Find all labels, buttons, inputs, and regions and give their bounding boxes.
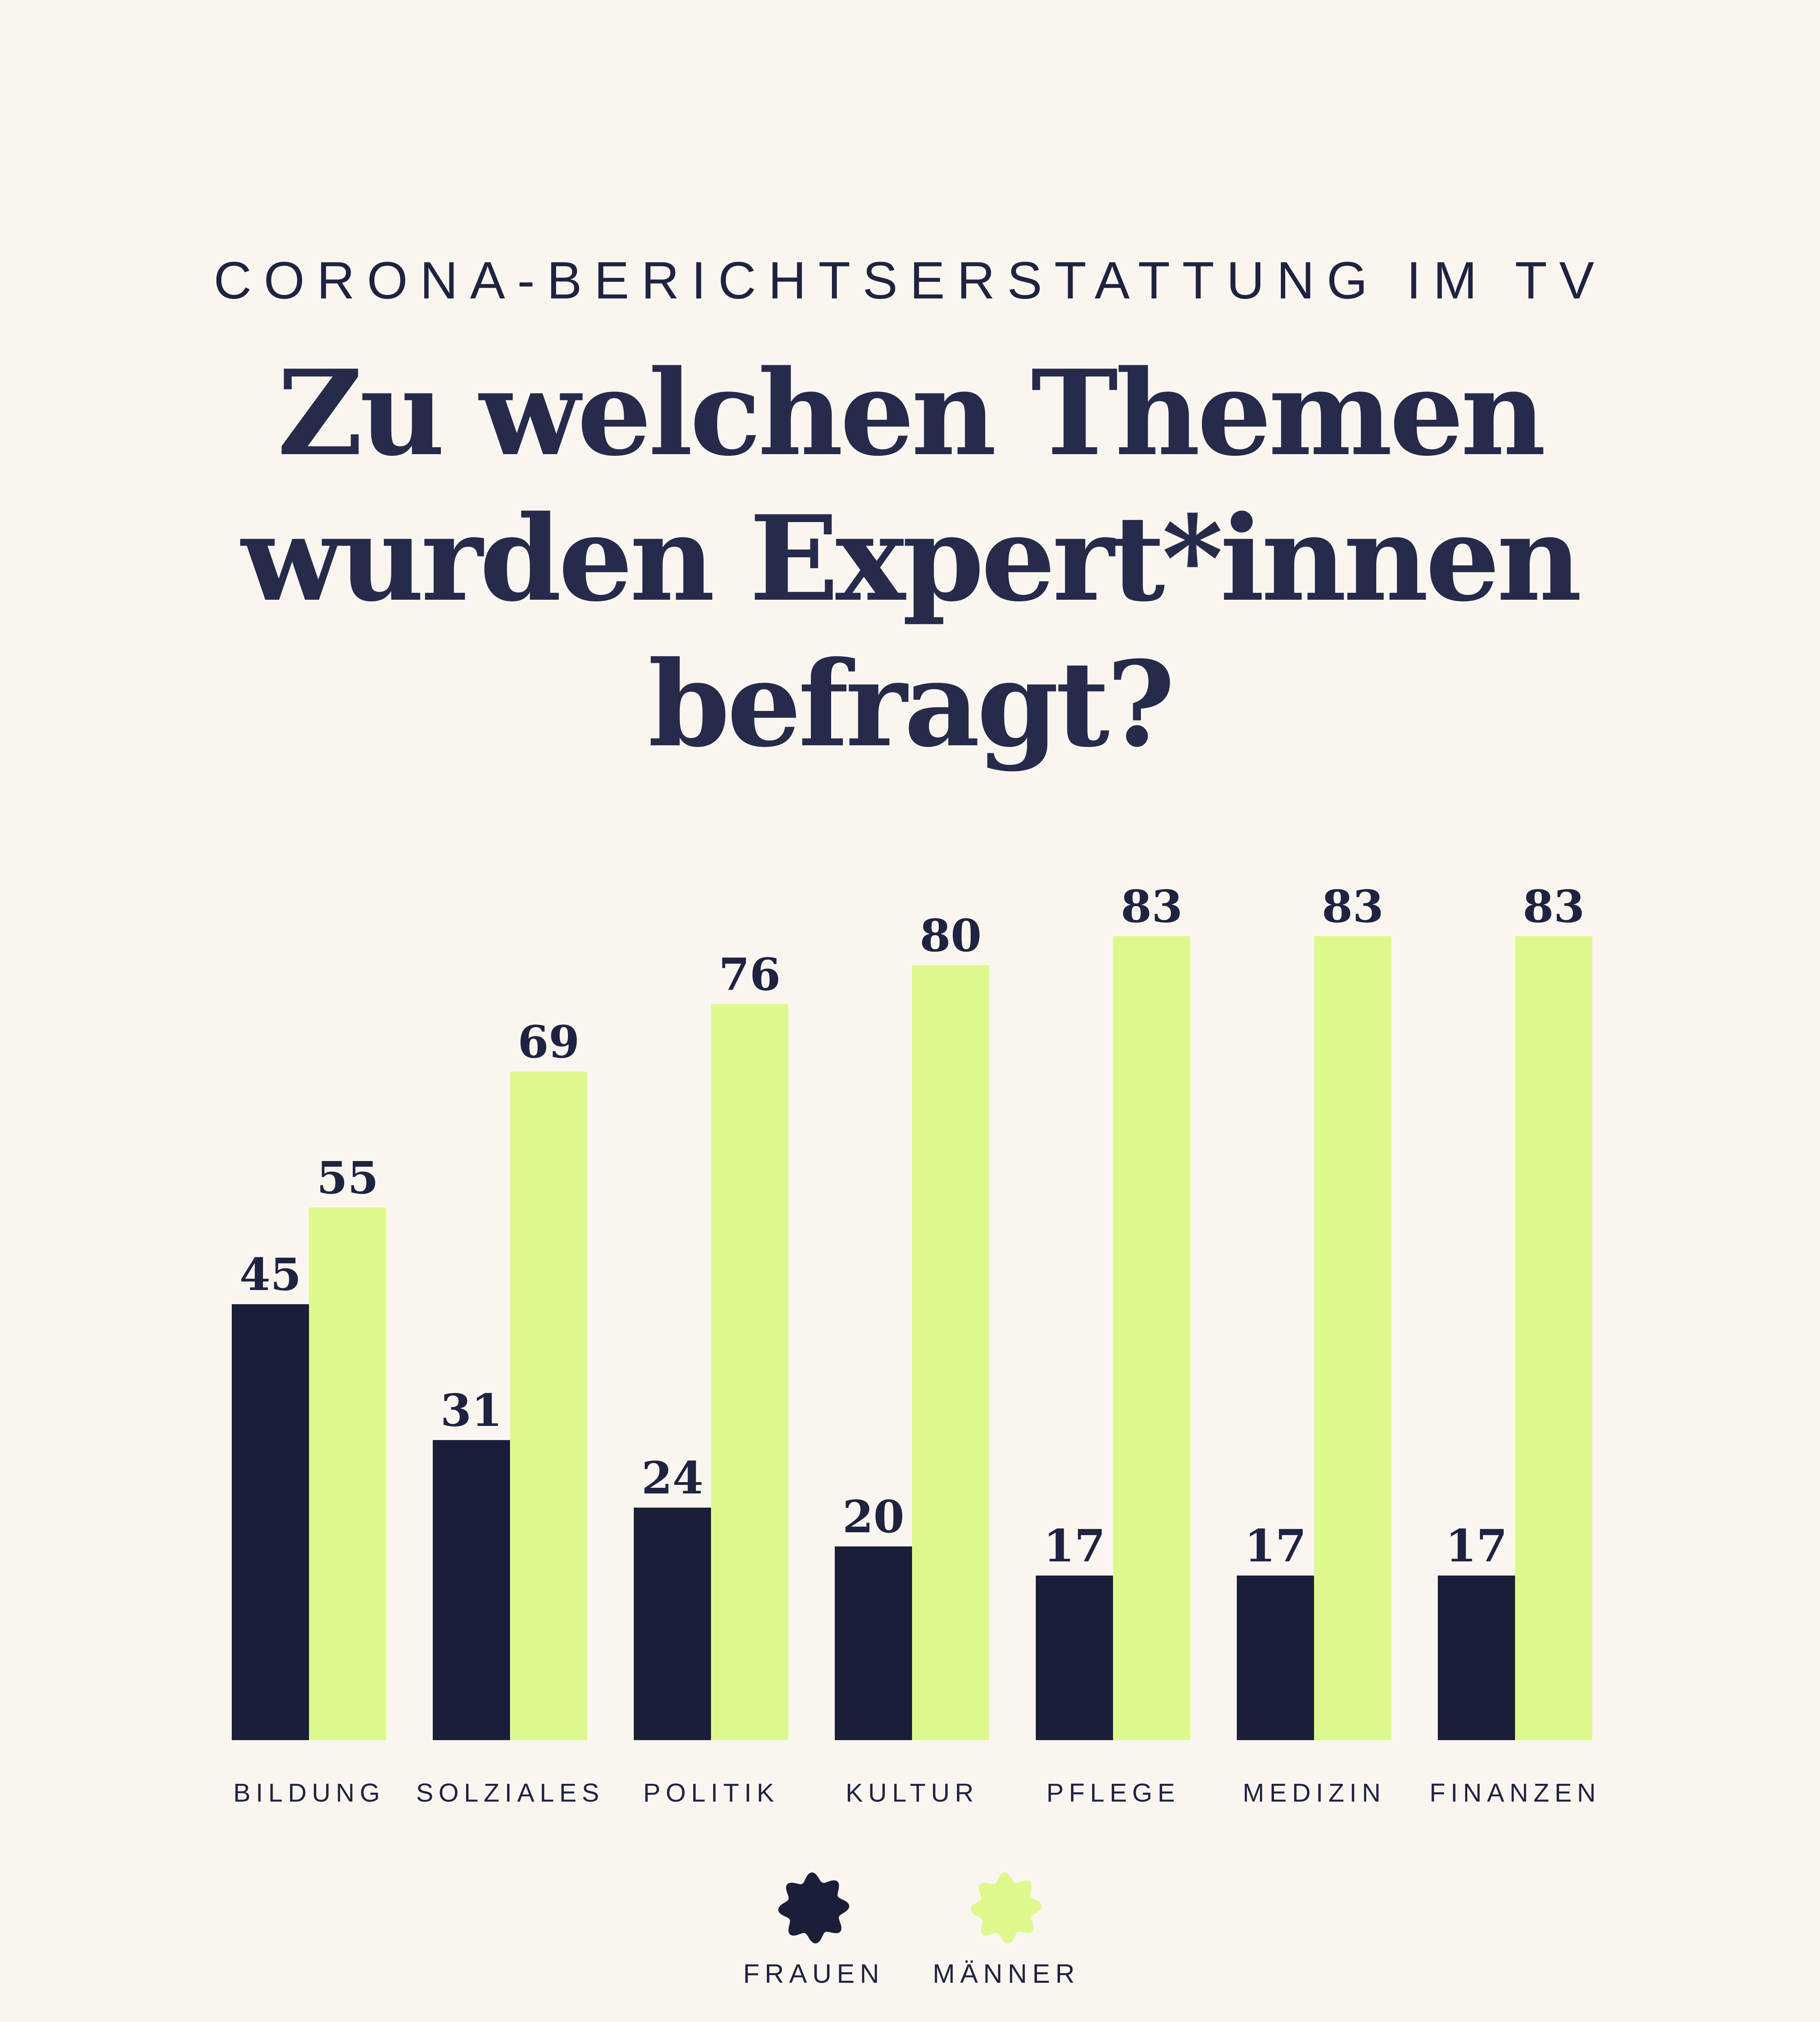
page-title: Zu welchen Themen wurden Expert*innen be… [0, 341, 1820, 777]
value-label-m-nner-solziales: 69 [517, 1016, 580, 1068]
bar-frauen-finanzen [1438, 1576, 1515, 1740]
value-label-m-nner-medizin: 83 [1321, 880, 1384, 933]
page-title-line-2: wurden Expert*innen [241, 490, 1582, 628]
category-label-kultur: KULTUR [845, 1778, 979, 1807]
bar-m-nner-medizin [1314, 936, 1391, 1740]
value-label-frauen-politik: 24 [641, 1452, 704, 1504]
bar-m-nner-politik [711, 1004, 788, 1740]
category-label-pflege: PFLEGE [1046, 1778, 1180, 1807]
legend-item-m-nner: MÄNNER [933, 1872, 1075, 1989]
frauen-swatch-blob-icon [778, 1872, 849, 1944]
value-label-frauen-bildung: 45 [239, 1248, 302, 1301]
value-label-m-nner-pflege: 83 [1120, 880, 1183, 933]
bar-frauen-solziales [433, 1440, 510, 1740]
value-label-m-nner-bildung: 55 [316, 1152, 379, 1204]
category-label-medizin: MEDIZIN [1242, 1778, 1386, 1807]
bar-m-nner-finanzen [1515, 936, 1592, 1740]
value-label-m-nner-kultur: 80 [919, 909, 982, 962]
value-label-m-nner-politik: 76 [718, 948, 781, 1000]
value-label-frauen-medizin: 17 [1244, 1520, 1307, 1572]
bar-m-nner-pflege [1113, 936, 1190, 1740]
bar-m-nner-kultur [912, 965, 989, 1740]
category-label-solziales: SOLZIALES [416, 1778, 605, 1807]
value-label-frauen-pflege: 17 [1043, 1520, 1106, 1572]
legend-label-frauen: FRAUEN [743, 1959, 885, 1988]
category-label-bildung: BILDUNG [233, 1778, 385, 1807]
chart-eyebrow: CORONA-BERICHTSERSTATTUNG IM TV [214, 251, 1606, 310]
page-title-line-3: befragt? [648, 636, 1175, 773]
value-label-m-nner-finanzen: 83 [1522, 880, 1585, 933]
value-label-frauen-finanzen: 17 [1445, 1520, 1508, 1572]
bar-frauen-politik [634, 1508, 711, 1740]
bar-frauen-medizin [1237, 1576, 1314, 1740]
legend-label-m-nner: MÄNNER [933, 1959, 1080, 1988]
bar-m-nner-solziales [510, 1072, 587, 1740]
bar-frauen-bildung [232, 1304, 309, 1740]
bar-frauen-kultur [835, 1546, 912, 1740]
legend-item-frauen: FRAUEN [743, 1872, 879, 1989]
m-nner-swatch-blob-icon [971, 1872, 1042, 1944]
category-label-finanzen: FINANZEN [1429, 1778, 1601, 1807]
category-label-politik: POLITIK [643, 1778, 779, 1807]
bar-m-nner-bildung [309, 1208, 386, 1740]
chart-legend: FRAUEN MÄNNER [0, 1872, 1820, 1989]
value-label-frauen-kultur: 20 [842, 1491, 905, 1543]
page-title-line-1: Zu welchen Themen [277, 345, 1546, 482]
bar-frauen-pflege [1036, 1576, 1113, 1740]
value-label-frauen-solziales: 31 [440, 1384, 503, 1436]
